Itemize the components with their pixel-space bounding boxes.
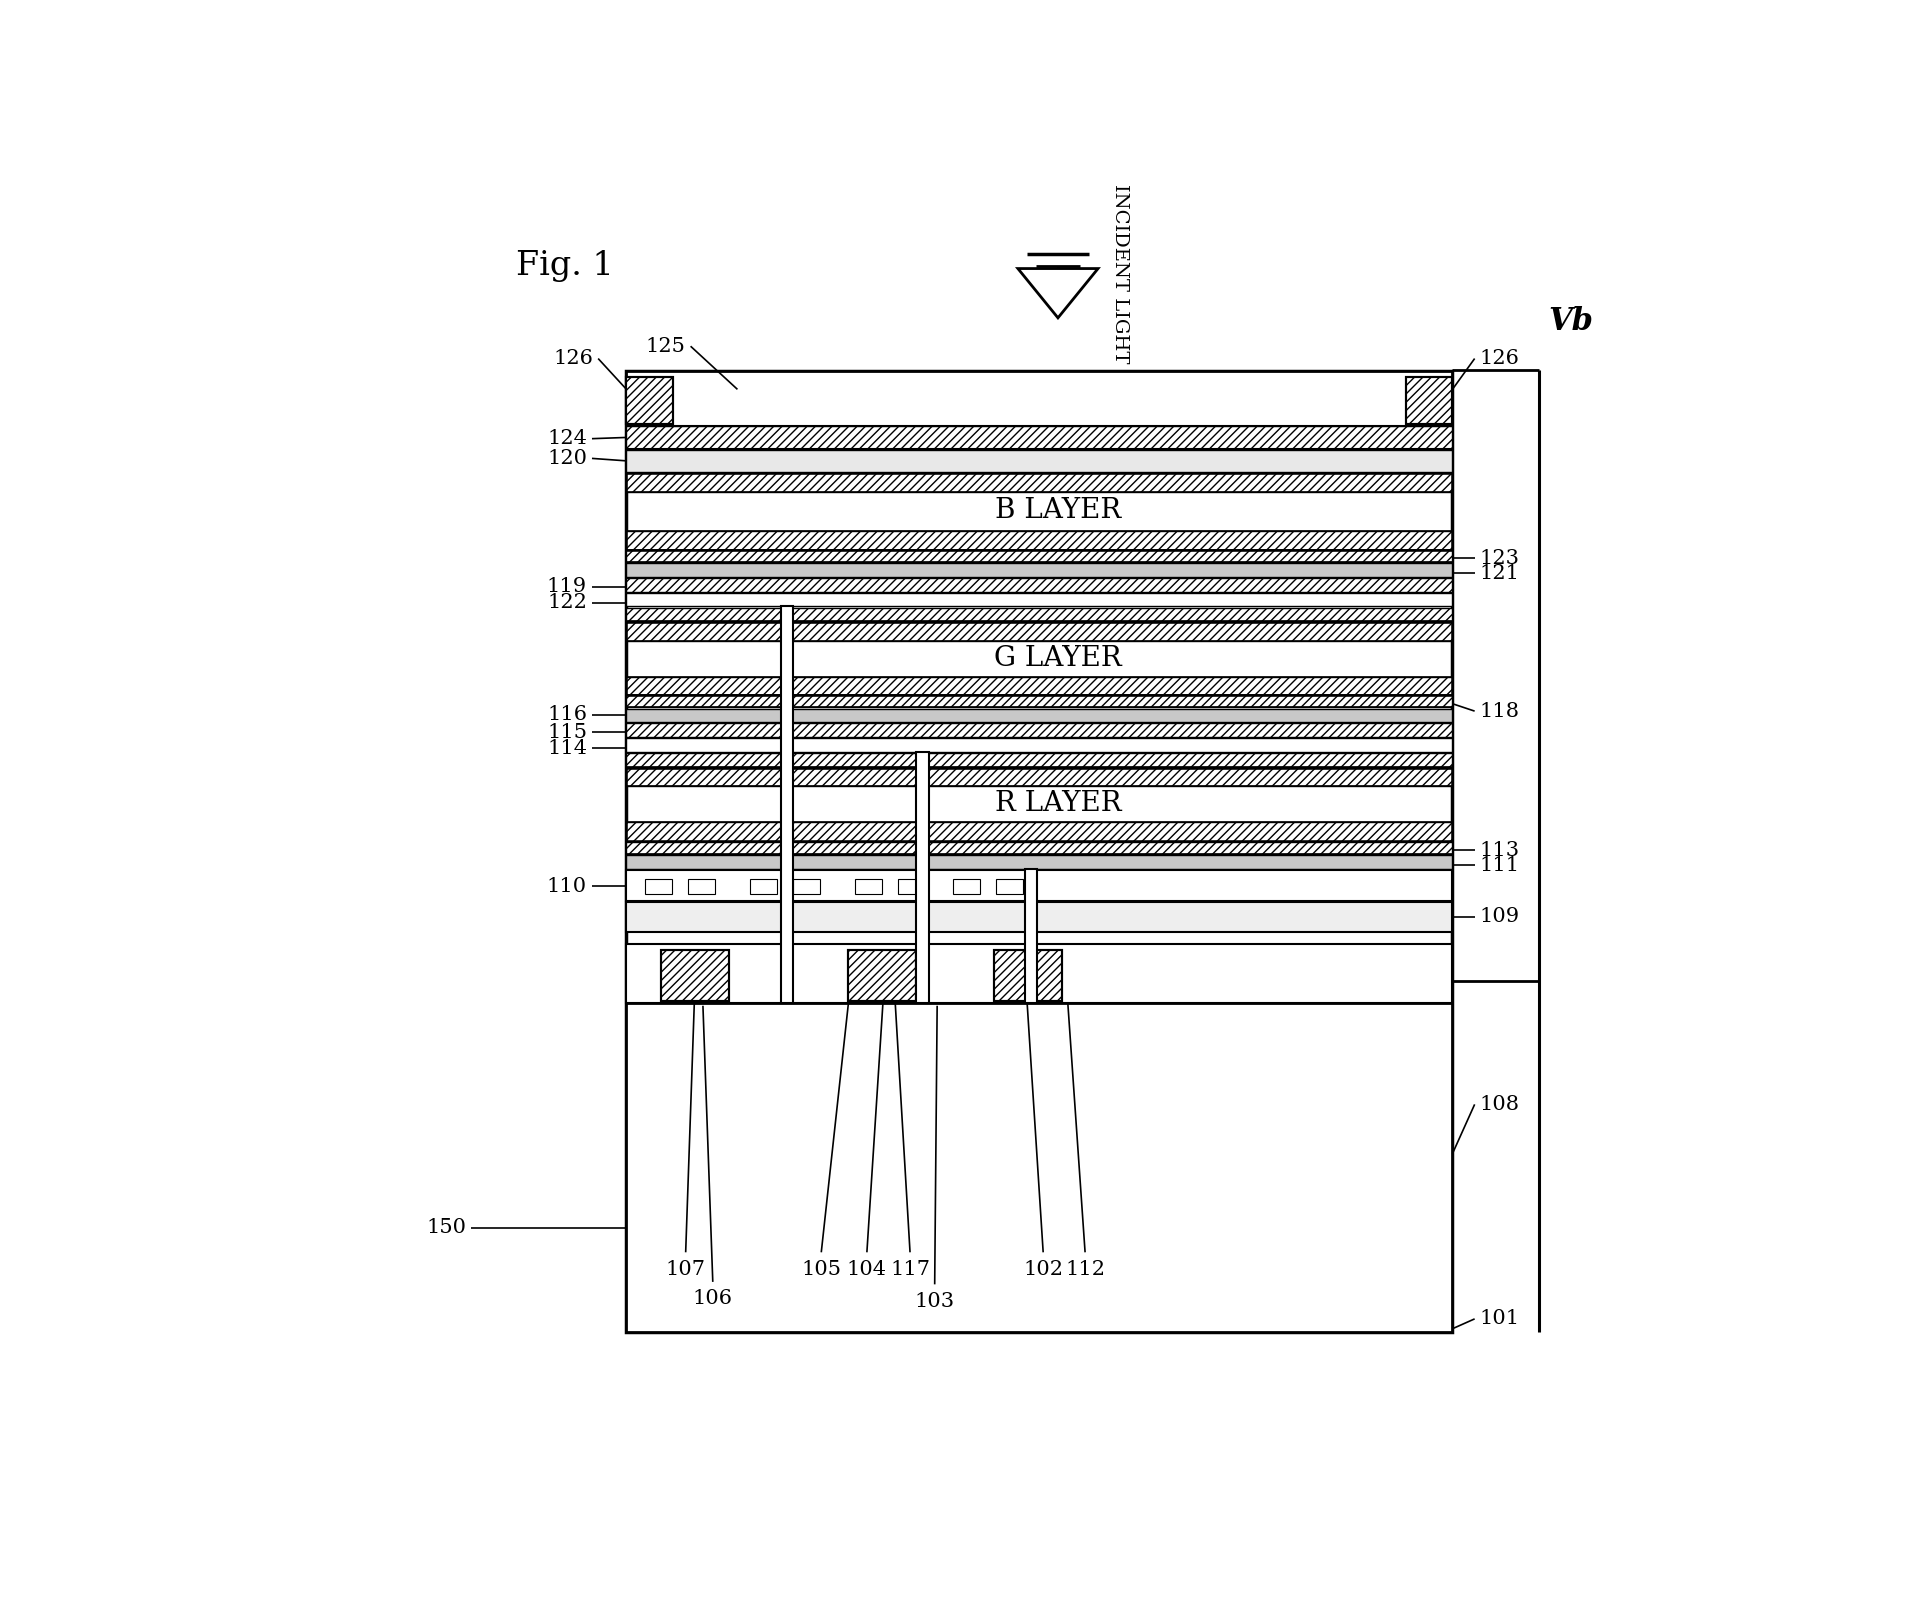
- Text: 150: 150: [426, 1218, 467, 1238]
- Bar: [626, 564, 1452, 576]
- Bar: [996, 879, 1023, 893]
- Text: 123: 123: [1480, 549, 1519, 568]
- Bar: [626, 592, 1452, 607]
- Bar: [626, 450, 1452, 472]
- Bar: [626, 842, 1452, 853]
- Bar: [781, 607, 793, 1004]
- Text: 106: 106: [693, 1289, 733, 1308]
- Bar: [626, 709, 1452, 722]
- Bar: [626, 426, 1452, 448]
- Bar: [626, 821, 1452, 841]
- Bar: [626, 532, 1452, 549]
- Bar: [1405, 378, 1452, 424]
- Text: Fig. 1: Fig. 1: [516, 250, 612, 282]
- Polygon shape: [1018, 269, 1098, 319]
- Bar: [849, 951, 916, 1001]
- Text: INCIDENT LIGHT: INCIDENT LIGHT: [1110, 184, 1129, 363]
- Bar: [626, 724, 1452, 736]
- Bar: [995, 951, 1062, 1001]
- Bar: [1052, 269, 1064, 280]
- Text: 126: 126: [1480, 349, 1519, 368]
- Text: Vb: Vb: [1549, 306, 1594, 338]
- Text: 110: 110: [547, 877, 588, 895]
- Bar: [626, 695, 1452, 708]
- Bar: [626, 623, 1452, 640]
- Bar: [899, 879, 925, 893]
- Text: 105: 105: [801, 1260, 841, 1279]
- Text: 107: 107: [666, 1260, 707, 1279]
- Text: 116: 116: [547, 706, 588, 724]
- Text: 121: 121: [1480, 564, 1519, 583]
- Bar: [626, 871, 1452, 901]
- Bar: [626, 623, 1452, 695]
- Bar: [626, 578, 1452, 591]
- Bar: [626, 768, 1452, 841]
- Bar: [626, 371, 1452, 426]
- Text: 113: 113: [1480, 841, 1521, 860]
- Text: 102: 102: [1023, 1260, 1064, 1279]
- Bar: [660, 951, 730, 1001]
- Bar: [626, 855, 1452, 869]
- Bar: [952, 879, 981, 893]
- Bar: [626, 607, 1452, 621]
- Bar: [916, 752, 929, 1004]
- Text: 112: 112: [1066, 1260, 1106, 1279]
- Bar: [626, 738, 1452, 752]
- Text: G LAYER: G LAYER: [995, 645, 1121, 671]
- Text: 111: 111: [1480, 855, 1521, 874]
- Bar: [626, 1004, 1452, 1332]
- Text: 103: 103: [914, 1292, 954, 1311]
- Bar: [626, 371, 1452, 1332]
- Text: 119: 119: [547, 576, 588, 596]
- Bar: [626, 752, 1452, 767]
- Text: R LAYER: R LAYER: [995, 789, 1121, 817]
- Bar: [751, 879, 778, 893]
- Bar: [626, 768, 1452, 786]
- Text: 114: 114: [547, 738, 588, 757]
- Bar: [660, 951, 730, 1001]
- Text: 109: 109: [1480, 908, 1521, 927]
- Bar: [626, 677, 1452, 695]
- Bar: [626, 474, 1452, 549]
- Bar: [995, 951, 1062, 1001]
- Bar: [854, 879, 881, 893]
- Text: 115: 115: [547, 722, 588, 741]
- Text: B LAYER: B LAYER: [995, 496, 1121, 524]
- Text: 124: 124: [547, 429, 588, 448]
- Text: 117: 117: [891, 1260, 929, 1279]
- Bar: [626, 945, 1452, 1004]
- Bar: [793, 879, 820, 893]
- Bar: [626, 378, 674, 424]
- Text: 126: 126: [553, 349, 593, 368]
- Bar: [1405, 378, 1452, 424]
- Text: 101: 101: [1480, 1310, 1521, 1329]
- Text: 120: 120: [547, 448, 588, 467]
- Text: 108: 108: [1480, 1095, 1519, 1114]
- Text: 104: 104: [847, 1260, 887, 1279]
- Bar: [626, 549, 1452, 562]
- Bar: [626, 378, 674, 424]
- Text: 118: 118: [1480, 701, 1519, 720]
- Bar: [1025, 869, 1037, 1004]
- Bar: [645, 879, 672, 893]
- Bar: [687, 879, 716, 893]
- Bar: [849, 951, 916, 1001]
- Bar: [626, 903, 1452, 932]
- Text: 122: 122: [547, 592, 588, 612]
- Bar: [626, 474, 1452, 492]
- Text: 125: 125: [645, 336, 685, 355]
